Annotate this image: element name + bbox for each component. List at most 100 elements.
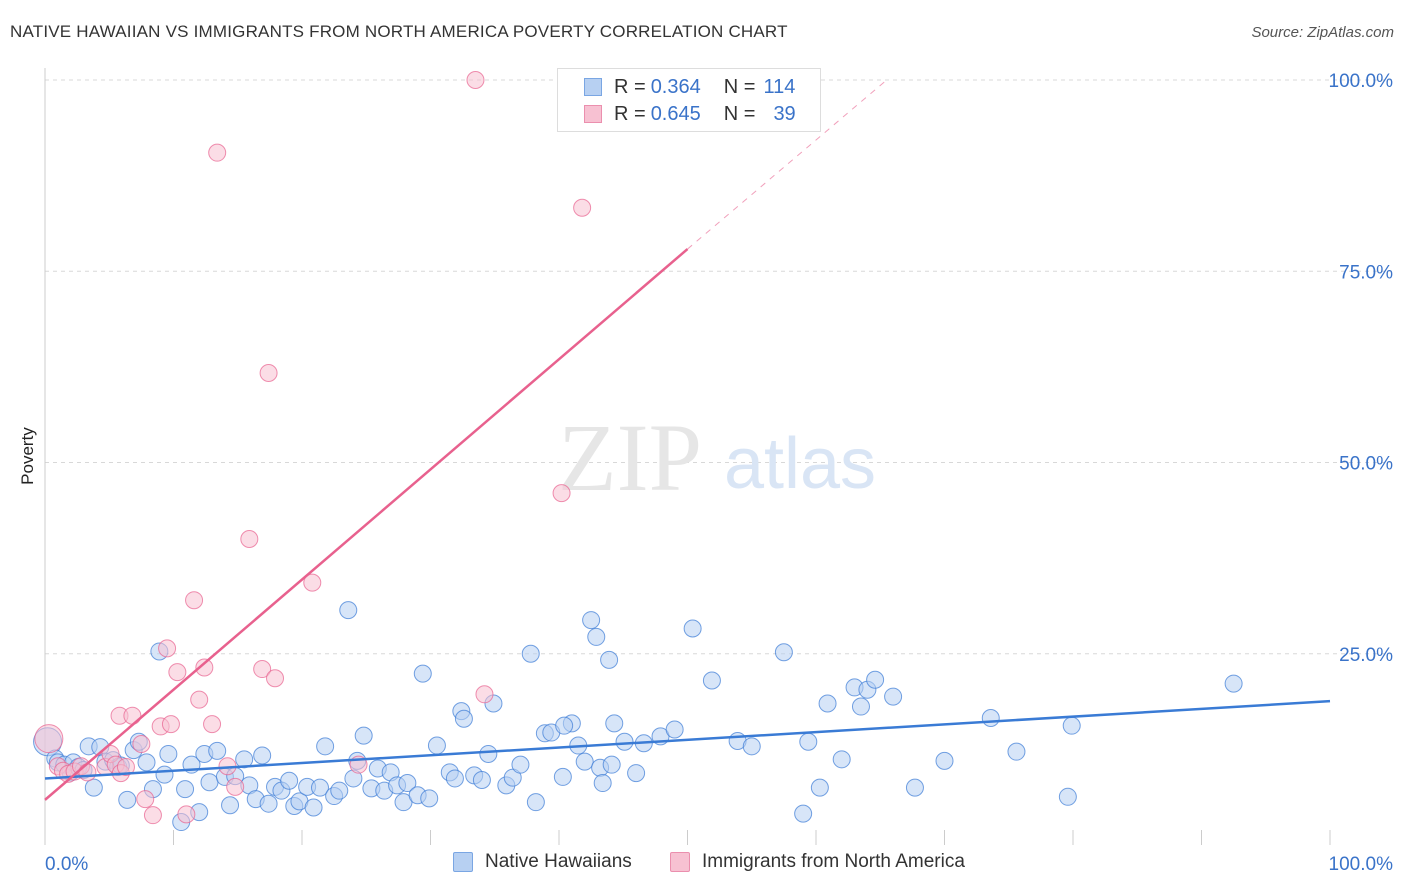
tick-label-layer: 100.0% 75.0% 50.0% 25.0% 0.0% 100.0% [45, 71, 1393, 875]
scatter-point-native-hawaiians [1007, 742, 1026, 761]
scatter-point-native-hawaiians [587, 627, 606, 646]
legend-row-blue: R = 0.364 N = 114 [584, 75, 795, 99]
watermark-zip: ZIP [558, 404, 702, 511]
scatter-point-native-hawaiians [304, 798, 323, 817]
scatter-point-native-hawaiians [683, 619, 702, 638]
trend-layer [44, 79, 1331, 801]
scatter-point-native-hawaiians [866, 670, 885, 689]
scatter-point-native-hawaiians [84, 778, 103, 797]
scatter-point-immigrants [132, 735, 151, 754]
trend-line-immigrants [44, 248, 689, 801]
scatter-point-immigrants [143, 806, 162, 825]
series-legend-item-native-hawaiians[interactable]: Native Hawaiians [453, 851, 632, 873]
legend-swatch-blue [584, 78, 602, 96]
scatter-point-native-hawaiians [605, 714, 624, 733]
scatter-point-immigrants [78, 763, 97, 782]
scatter-point-native-hawaiians [253, 746, 272, 765]
scatter-point-native-hawaiians [137, 753, 156, 772]
scatter-point-native-hawaiians [600, 650, 619, 669]
grid-layer [45, 79, 1392, 655]
trend-line-native-hawaiians [44, 699, 1331, 780]
y-tick-label: 25.0% [1339, 645, 1393, 666]
scatter-point-immigrants [303, 573, 322, 592]
scatter-point-native-hawaiians [208, 741, 227, 760]
scatter-point-native-hawaiians [176, 780, 195, 799]
scatter-point-native-hawaiians [316, 737, 335, 756]
legend-n-label: N = [723, 102, 756, 125]
scatter-point-native-hawaiians [774, 643, 793, 662]
scatter-point-native-hawaiians [330, 781, 349, 800]
scatter-point-native-hawaiians [339, 601, 358, 620]
y-tick-label: 75.0% [1339, 262, 1393, 283]
watermark-atlas: atlas [724, 424, 876, 504]
scatter-point-immigrants [475, 685, 494, 704]
scatter-point-immigrants [266, 669, 285, 688]
scatter-point-native-hawaiians [602, 755, 621, 774]
scatter-point-native-hawaiians [420, 789, 439, 808]
scatter-point-native-hawaiians [905, 778, 924, 797]
series-legend-label: Immigrants from North America [702, 851, 965, 872]
scatter-point-native-hawaiians [479, 744, 498, 763]
scatter-point-native-hawaiians [259, 794, 278, 813]
series-legend-item-immigrants[interactable]: Immigrants from North America [670, 851, 965, 873]
scatter-point-native-hawaiians [582, 611, 601, 630]
scatter-point-native-hawaiians [575, 752, 594, 771]
scatter-point-native-hawaiians [521, 644, 540, 663]
scatter-point-immigrants [573, 198, 592, 217]
scatter-point-native-hawaiians [445, 769, 464, 788]
scatter-point-immigrants [253, 660, 272, 679]
scatter-point-native-hawaiians [155, 765, 174, 784]
scatter-point-native-hawaiians [794, 804, 813, 823]
series-legend-label: Native Hawaiians [485, 851, 632, 872]
scatter-point-native-hawaiians [310, 778, 329, 797]
x-tick-label: 0.0% [45, 854, 88, 875]
scatter-point-immigrants [203, 715, 222, 734]
scatter-point-native-hawaiians [884, 687, 903, 706]
scatter-point-native-hawaiians [118, 790, 137, 809]
scatter-point-native-hawaiians [593, 774, 612, 793]
scatter-point-immigrants [240, 530, 259, 548]
scatter-point-native-hawaiians [427, 736, 446, 755]
scatter-point-native-hawaiians [454, 709, 473, 728]
scatter-point-native-hawaiians [511, 755, 530, 774]
scatter-point-immigrants [136, 790, 155, 809]
scatter-point-native-hawaiians [832, 750, 851, 769]
scatter-point-native-hawaiians [413, 664, 432, 683]
legend-n-value: 39 [773, 102, 796, 125]
axis-layer [44, 68, 1331, 845]
scatter-point-native-hawaiians [627, 764, 646, 783]
scatter-point-native-hawaiians [555, 716, 574, 735]
scatter-point-immigrants [195, 658, 214, 677]
scatter-point-immigrants [158, 639, 177, 658]
scatter-point-native-hawaiians [742, 737, 761, 756]
legend-r-label: R = [614, 75, 646, 98]
scatter-point-immigrants [177, 805, 196, 824]
scatter-point-immigrants [34, 724, 64, 754]
scatter-point-native-hawaiians [526, 793, 545, 812]
scatter-point-native-hawaiians [221, 796, 240, 815]
scatter-point-native-hawaiians [1224, 674, 1243, 693]
scatter-point-native-hawaiians [615, 732, 634, 751]
series-legend: Native Hawaiians Immigrants from North A… [0, 851, 1406, 877]
x-tick-label: 100.0% [1329, 854, 1394, 875]
y-tick-label: 100.0% [1329, 71, 1394, 92]
scatter-point-native-hawaiians [200, 773, 219, 792]
series-legend-swatch-pink [670, 852, 690, 872]
scatter-point-native-hawaiians [472, 770, 491, 789]
scatter-point-native-hawaiians [235, 750, 254, 769]
scatter-point-native-hawaiians [1062, 716, 1081, 735]
scatter-point-immigrants [466, 71, 485, 89]
scatter-point-native-hawaiians [553, 767, 572, 786]
legend-swatch-pink [584, 105, 602, 123]
scatter-point-native-hawaiians [935, 751, 954, 770]
scatter-point-native-hawaiians [810, 778, 829, 797]
scatter-point-native-hawaiians [1058, 787, 1077, 806]
scatter-point-immigrants [259, 363, 278, 382]
scatter-point-immigrants [116, 757, 135, 776]
scatter-point-immigrants [190, 690, 209, 709]
legend-n-label: N = [723, 75, 756, 98]
y-tick-label: 50.0% [1339, 454, 1393, 475]
stats-legend: R = 0.364 N = 114 R = 0.645 N = 39 [557, 68, 821, 132]
y-axis-title: Poverty [18, 427, 37, 485]
